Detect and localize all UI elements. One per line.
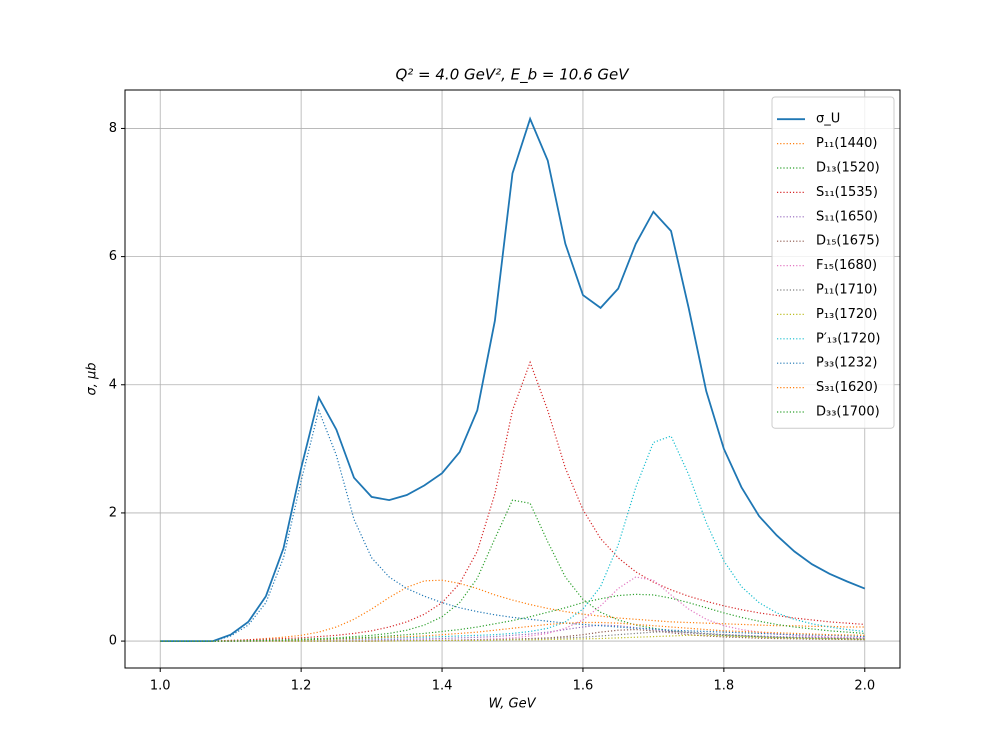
legend-box [771,96,895,429]
x-tick-label: 1.2 [291,679,312,694]
series-line [160,579,865,642]
legend-label: P₃₃(1232) [816,356,878,371]
legend-label: D₁₃(1520) [816,161,880,176]
legend-label: P₁₁(1710) [816,283,878,298]
y-tick-label: 4 [109,377,117,392]
series-line [160,116,866,642]
y-tick-label: 0 [109,634,117,649]
x-tick-label: 2.0 [854,679,875,694]
y-tick-label: 2 [109,505,117,520]
x-tick-label: 1.4 [432,679,453,694]
series-line [160,499,865,642]
y-tick-label: 8 [109,121,117,136]
legend-label: S₁₁(1535) [816,185,878,200]
series-line [160,408,865,642]
x-tick-label: 1.6 [573,679,594,694]
y-axis-label: σ, μb [85,362,100,395]
legend-label: F₁₅(1680) [816,258,877,273]
series-line [160,624,865,642]
legend-label: D₃₃(1700) [816,405,880,420]
series-line [160,360,865,642]
legend-label: D₁₅(1675) [816,234,880,249]
legend-label: P₁₃(1720) [816,307,878,322]
legend-label: P₁₁(1440) [816,136,878,151]
series-line [160,435,865,642]
plot-area [160,116,866,642]
series-line [160,576,865,642]
x-tick-label: 1.8 [714,679,735,694]
legend-label: S₃₁(1620) [816,380,878,395]
y-tick-label: 6 [109,249,117,264]
legend-label: σ_U [816,112,840,127]
legend-label: P′₁₃(1720) [816,331,880,346]
chart-title: Q² = 4.0 GeV², E_b = 10.6 GeV [395,66,630,85]
series-line [160,621,865,642]
x-axis-label: W, GeV [488,697,536,712]
legend-label: S₁₁(1650) [816,209,878,224]
axes-frame [124,89,901,669]
legend: σ_U P₁₁(1440) D₁₃(1520) S₁₁(1535) S₁₁(1650) D… [771,96,895,429]
x-tick-label: 1.0 [150,679,171,694]
series-line [160,634,865,642]
